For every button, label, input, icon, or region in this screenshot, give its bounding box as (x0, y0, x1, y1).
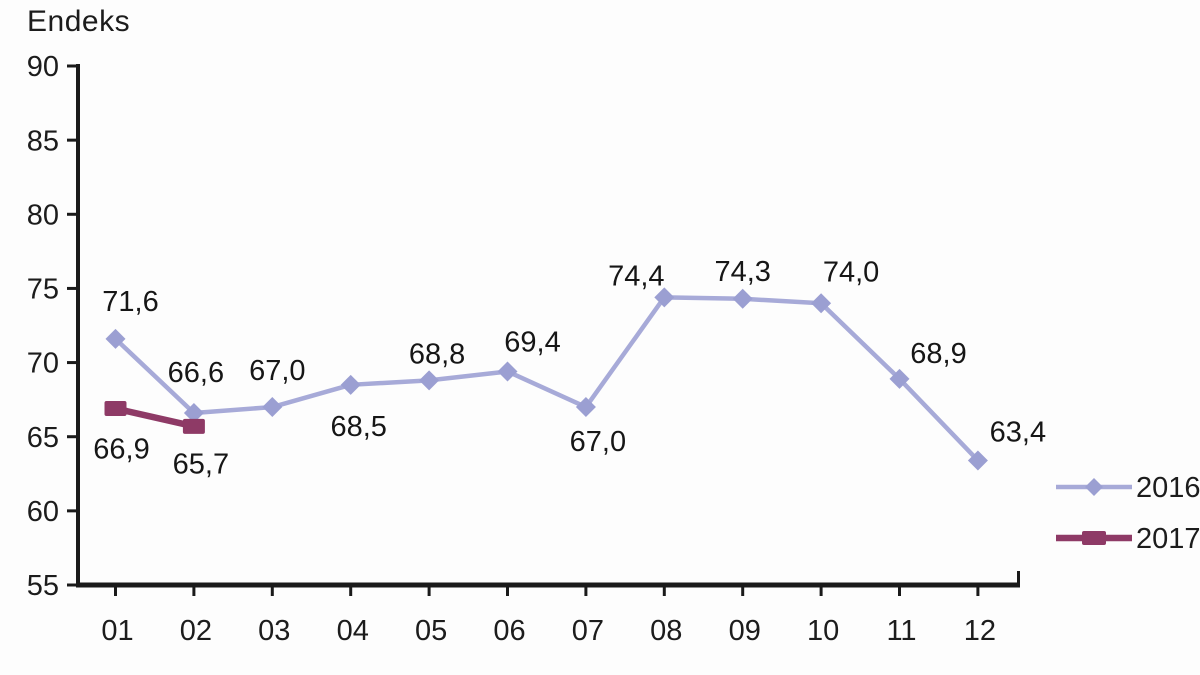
data-point-2016-03 (262, 397, 283, 418)
x-tick-label: 05 (415, 615, 447, 647)
data-label-2017-02: 65,7 (173, 448, 229, 480)
data-label-2016-06: 69,4 (504, 327, 560, 359)
data-point-2016-06 (497, 361, 518, 382)
data-point-2016-08 (654, 287, 675, 308)
data-label-2016-05: 68,8 (409, 339, 465, 371)
data-label-2016-03: 67,0 (249, 355, 305, 387)
x-tick-label: 02 (180, 615, 212, 647)
chart-title: Endeks (27, 5, 131, 38)
x-tick-label: 01 (101, 615, 133, 647)
y-tick-label: 85 (27, 125, 59, 157)
y-tick-label: 65 (27, 422, 59, 454)
data-point-2017-01 (104, 401, 127, 417)
x-tick-label: 09 (729, 615, 761, 647)
series-line-2016 (113, 295, 981, 463)
y-tick-label: 60 (27, 496, 59, 528)
data-label-2016-07: 67,0 (570, 426, 626, 458)
data-point-2016-10 (811, 293, 832, 314)
x-tick-label: 04 (337, 615, 369, 647)
data-point-2016-02 (183, 402, 204, 423)
legend-marker-2016 (1085, 478, 1103, 496)
data-label-2016-10: 74,0 (823, 256, 879, 288)
x-tick-label: 12 (964, 615, 996, 647)
data-label-2016-08: 74,4 (608, 260, 664, 292)
data-label-2017-01: 66,9 (93, 434, 149, 466)
data-label-2016-04: 68,5 (330, 411, 386, 443)
legend-label-2016: 2016 (1136, 472, 1200, 504)
x-tick-label: 10 (807, 615, 839, 647)
data-point-2017-02 (182, 418, 205, 434)
data-point-2016-05 (419, 370, 440, 391)
data-label-2016-12: 63,4 (990, 417, 1046, 449)
x-tick-label: 11 (886, 615, 916, 647)
data-label-2016-09: 74,3 (714, 256, 770, 288)
data-point-2016-11 (889, 368, 910, 389)
y-tick-label: 55 (27, 570, 59, 602)
data-label-2016-01: 71,6 (102, 286, 158, 318)
series-line-2017 (112, 405, 198, 430)
data-label-2016-02: 66,6 (168, 357, 224, 389)
data-point-2016-09 (732, 288, 753, 309)
y-tick-label: 70 (27, 348, 59, 380)
data-point-2016-07 (575, 397, 596, 418)
data-point-2016-01 (105, 328, 126, 349)
y-tick-label: 80 (27, 199, 59, 231)
x-tick-label: 03 (258, 615, 290, 647)
legend-marker-2017 (1082, 531, 1106, 545)
x-tick-label: 06 (493, 615, 525, 647)
data-point-2016-12 (967, 450, 988, 471)
data-point-2016-04 (340, 374, 361, 395)
y-tick-label: 90 (27, 51, 59, 83)
y-tick-label: 75 (27, 274, 59, 306)
x-tick-label: 07 (572, 615, 604, 647)
data-label-2016-11: 68,9 (910, 338, 966, 370)
legend-label-2017: 2017 (1136, 523, 1200, 555)
x-tick-label: 08 (650, 615, 682, 647)
